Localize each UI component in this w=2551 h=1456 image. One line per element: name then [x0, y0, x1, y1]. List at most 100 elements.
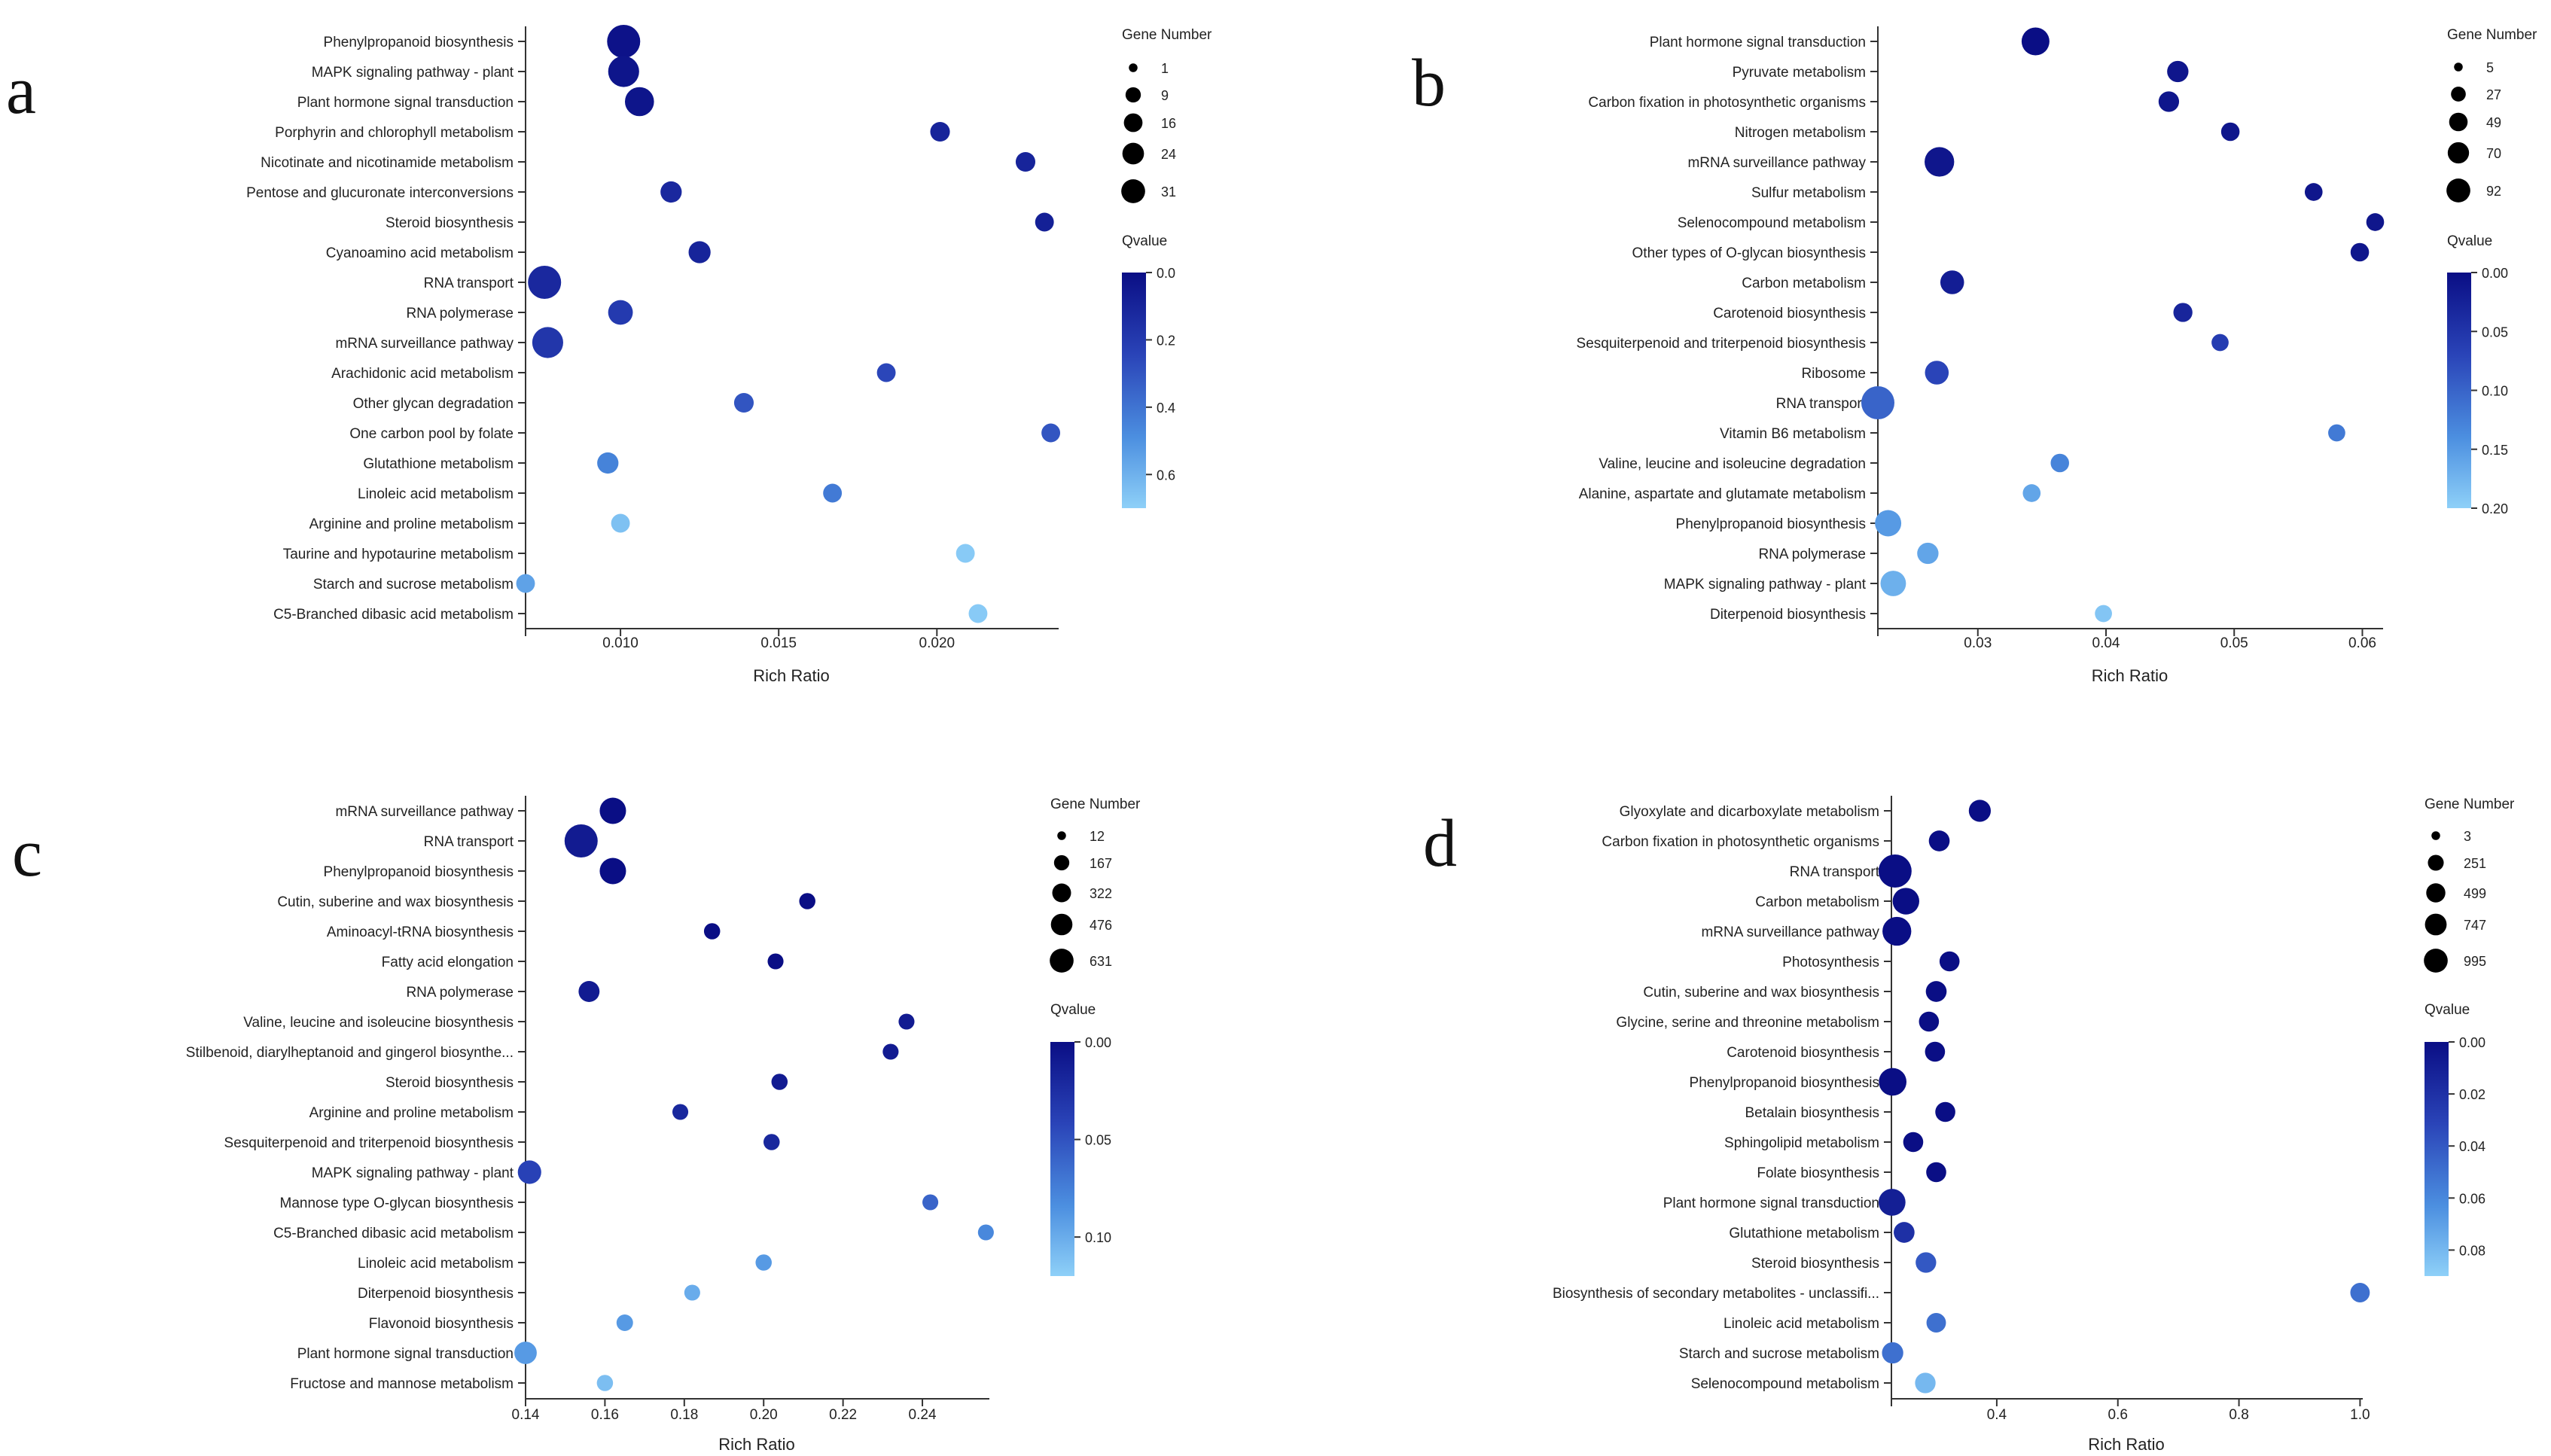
- category-label: Alanine, aspartate and glutamate metabol…: [1579, 486, 1866, 502]
- data-point: [1015, 151, 1036, 172]
- size-legend-marker: [2454, 62, 2463, 72]
- category-label: RNA polymerase: [406, 306, 514, 321]
- color-legend-label: 0.10: [1085, 1230, 1111, 1245]
- x-tick-label: 0.020: [919, 635, 955, 651]
- x-tick-label: 0.8: [2229, 1407, 2248, 1423]
- data-point: [599, 857, 626, 885]
- category-label: mRNA surveillance pathway: [335, 804, 514, 820]
- category-label: Pentose and glucuronate interconversions: [246, 185, 514, 201]
- data-point: [532, 327, 563, 358]
- panel-label-c: c: [12, 816, 42, 891]
- color-legend-label: 0.05: [2482, 324, 2508, 340]
- data-point: [514, 1342, 537, 1364]
- size-legend-label: 9: [1161, 88, 1169, 103]
- category-label: MAPK signaling pathway - plant: [312, 1165, 514, 1181]
- category-label: Selenocompound metabolism: [1678, 215, 1866, 231]
- panel-label-a: a: [6, 53, 36, 128]
- data-point: [922, 1194, 939, 1211]
- color-legend-label: 0.00: [2482, 266, 2508, 281]
- x-axis-title: Rich Ratio: [753, 666, 829, 685]
- data-point: [578, 981, 600, 1002]
- panel-a: Phenylpropanoid biosynthesis MAPK signali…: [246, 25, 1212, 685]
- data-point: [1894, 1222, 1915, 1243]
- size-legend-label: 24: [1161, 147, 1176, 162]
- panel-label-b: b: [1412, 46, 1446, 120]
- data-point: [1041, 423, 1061, 443]
- category-label: Vitamin B6 metabolism: [1720, 426, 1866, 442]
- category-label: Valine, leucine and isoleucine degradati…: [1599, 456, 1866, 472]
- size-legend-marker: [2424, 949, 2448, 973]
- category-label: Starch and sucrose metabolism: [1679, 1346, 1879, 1362]
- size-legend-label: 499: [2464, 886, 2486, 901]
- size-legend-label: 31: [1161, 184, 1176, 200]
- category-label: C5-Branched dibasic acid metabolism: [273, 1226, 514, 1241]
- category-label: Steroid biosynthesis: [386, 1075, 514, 1091]
- data-point: [611, 513, 630, 533]
- data-point: [1925, 147, 1955, 177]
- category-label: MAPK signaling pathway - plant: [312, 65, 514, 81]
- category-label: Other glycan degradation: [353, 396, 514, 412]
- category-label: Carbon metabolism: [1742, 276, 1866, 291]
- color-legend-title: Qvalue: [1050, 1002, 1096, 1018]
- category-label: mRNA surveillance pathway: [1687, 155, 1866, 171]
- color-legend-label: 0.20: [2482, 501, 2508, 516]
- category-label: RNA transport: [424, 276, 514, 291]
- category-label: Fatty acid elongation: [382, 955, 514, 970]
- size-legend-marker: [2426, 883, 2446, 903]
- data-point: [1882, 1342, 1903, 1364]
- size-legend-marker: [2451, 87, 2466, 102]
- size-legend-label: 631: [1090, 954, 1112, 969]
- category-label: Flavonoid biosynthesis: [369, 1316, 514, 1332]
- category-label: mRNA surveillance pathway: [335, 336, 514, 352]
- x-tick-label: 0.16: [591, 1407, 619, 1423]
- category-label: Cutin, suberine and wax biosynthesis: [1643, 985, 1879, 1001]
- category-label: Stilbenoid, diarylheptanoid and gingerol…: [186, 1045, 514, 1061]
- category-label: Arachidonic acid metabolism: [331, 366, 514, 382]
- data-point: [608, 56, 639, 87]
- size-legend-label: 322: [1090, 886, 1112, 901]
- size-legend-label: 995: [2464, 954, 2486, 969]
- data-point: [528, 266, 562, 299]
- x-tick-label: 1.0: [2350, 1407, 2370, 1423]
- category-label: Sphingolipid metabolism: [1724, 1135, 1879, 1151]
- x-tick-label: 0.05: [2220, 635, 2248, 651]
- panel-d: Glyoxylate and dicarboxylate metabolism C…: [1553, 796, 2515, 1454]
- color-legend-label: 0.05: [1085, 1133, 1111, 1148]
- color-legend-label: 0.06: [2459, 1191, 2485, 1206]
- category-label: Cutin, suberine and wax biosynthesis: [277, 894, 514, 910]
- category-label: Plant hormone signal transduction: [1650, 35, 1866, 50]
- color-legend-title: Qvalue: [1122, 233, 1167, 249]
- x-tick-label: 0.06: [2348, 635, 2376, 651]
- size-legend-label: 27: [2486, 87, 2501, 102]
- data-point: [733, 392, 754, 413]
- data-point: [1916, 1252, 1937, 1273]
- data-point: [799, 893, 815, 909]
- data-point: [1915, 1372, 1936, 1394]
- category-label: Phenylpropanoid biosynthesis: [324, 35, 514, 50]
- color-legend-label: 0.08: [2459, 1243, 2485, 1258]
- data-point: [955, 544, 975, 563]
- size-legend-label: 5: [2486, 60, 2494, 75]
- category-label: Other types of O-glycan biosynthesis: [1632, 245, 1866, 261]
- category-label: Diterpenoid biosynthesis: [1710, 607, 1866, 623]
- category-label: C5-Branched dibasic acid metabolism: [273, 607, 514, 623]
- x-tick-label: 0.22: [829, 1407, 857, 1423]
- category-label: Carbon fixation in photosynthetic organi…: [1588, 95, 1866, 111]
- size-legend-title: Gene Number: [1122, 27, 1212, 43]
- category-label: Phenylpropanoid biosynthesis: [1690, 1075, 1879, 1091]
- panel-b: Plant hormone signal transduction Pyruvat…: [1577, 26, 2537, 685]
- data-point: [624, 87, 654, 117]
- category-label: Starch and sucrose metabolism: [313, 577, 514, 592]
- size-legend-label: 92: [2486, 184, 2501, 199]
- data-point: [517, 1160, 541, 1184]
- data-point: [2050, 453, 2069, 473]
- size-legend-label: 12: [1090, 829, 1105, 844]
- color-legend-label: 0.02: [2459, 1087, 2485, 1102]
- color-legend-title: Qvalue: [2425, 1002, 2470, 1018]
- category-label: Glyoxylate and dicarboxylate metabolism: [1620, 804, 1879, 820]
- size-legend-marker: [1123, 113, 1143, 133]
- data-point: [1926, 1313, 1946, 1333]
- data-point: [755, 1254, 772, 1271]
- category-label: RNA polymerase: [1758, 547, 1866, 562]
